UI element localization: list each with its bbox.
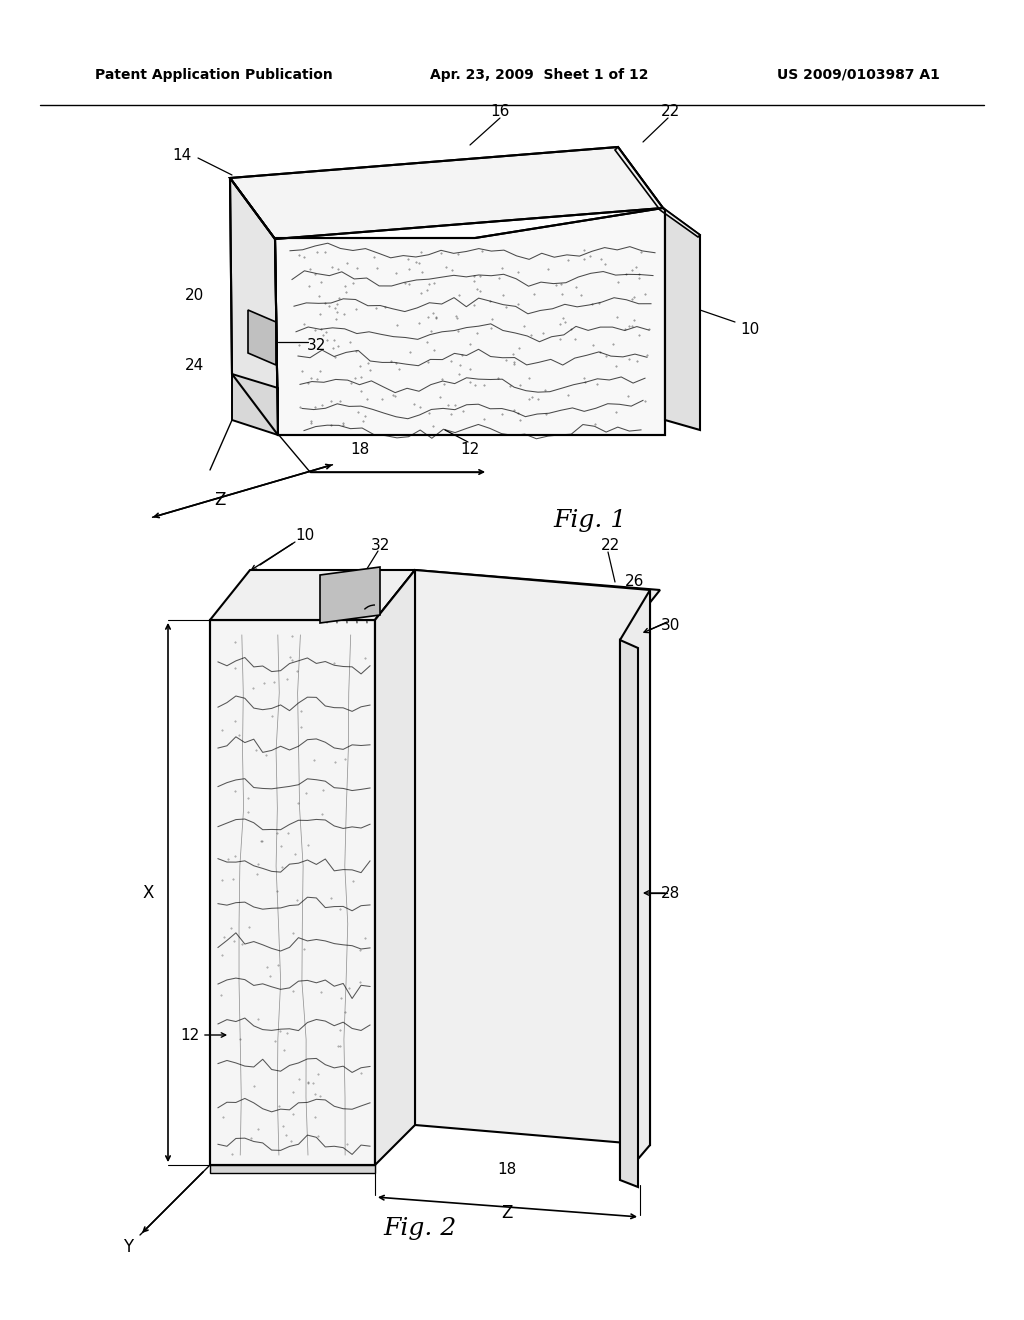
Polygon shape: [275, 209, 665, 436]
Text: 20: 20: [185, 288, 205, 302]
Text: Fig. 1: Fig. 1: [553, 508, 627, 532]
Polygon shape: [415, 570, 650, 1144]
Text: Apr. 23, 2009  Sheet 1 of 12: Apr. 23, 2009 Sheet 1 of 12: [430, 69, 648, 82]
Polygon shape: [319, 568, 380, 623]
Polygon shape: [375, 570, 415, 1166]
Text: Patent Application Publication: Patent Application Publication: [95, 69, 333, 82]
Text: 24: 24: [185, 358, 205, 372]
Polygon shape: [230, 178, 278, 436]
Text: US 2009/0103987 A1: US 2009/0103987 A1: [777, 69, 940, 82]
Text: X: X: [142, 884, 154, 902]
Text: 10: 10: [740, 322, 760, 338]
Text: 18: 18: [350, 442, 370, 458]
Text: 32: 32: [371, 537, 390, 553]
Text: 12: 12: [461, 442, 479, 458]
Text: 26: 26: [626, 574, 645, 590]
Polygon shape: [210, 570, 415, 620]
Polygon shape: [210, 620, 375, 1166]
Text: 28: 28: [660, 886, 680, 900]
Text: Z: Z: [214, 491, 225, 510]
Text: 12: 12: [181, 1027, 200, 1043]
Text: 32: 32: [307, 338, 327, 352]
Text: Fig. 2: Fig. 2: [383, 1217, 457, 1239]
Polygon shape: [620, 640, 638, 1187]
Text: Z: Z: [502, 1204, 513, 1222]
Text: 10: 10: [295, 528, 314, 543]
Polygon shape: [230, 147, 663, 239]
Text: 16: 16: [490, 104, 510, 120]
Polygon shape: [248, 310, 276, 366]
Polygon shape: [663, 209, 700, 430]
Text: α: α: [348, 598, 357, 612]
Polygon shape: [232, 374, 278, 436]
Text: 18: 18: [498, 1163, 517, 1177]
Text: 22: 22: [660, 104, 680, 120]
Text: 22: 22: [600, 537, 620, 553]
Polygon shape: [615, 147, 700, 238]
Polygon shape: [375, 570, 660, 640]
Polygon shape: [210, 1166, 375, 1173]
Text: 30: 30: [660, 618, 680, 632]
Text: 14: 14: [172, 148, 191, 162]
Polygon shape: [620, 590, 650, 1180]
Text: Y: Y: [123, 1238, 133, 1257]
